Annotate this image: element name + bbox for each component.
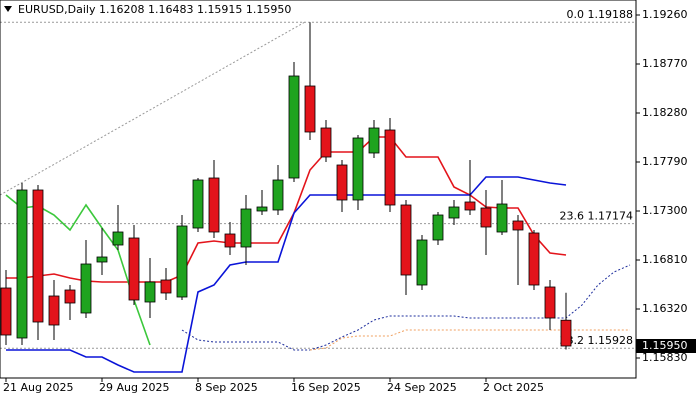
candle-body bbox=[224, 233, 236, 248]
candle-body bbox=[96, 256, 108, 263]
last-price-label: 1.15950 bbox=[642, 339, 688, 352]
candle-body bbox=[368, 127, 380, 154]
plot-area: 0.0 1.19188 23.6 1.17174 38.2 1.15928 bbox=[0, 8, 636, 373]
candle-body bbox=[320, 127, 332, 158]
candle-body bbox=[432, 214, 444, 241]
fib-label: 0.0 1.19188 bbox=[567, 8, 633, 21]
x-tick-label: 29 Aug 2025 bbox=[99, 381, 169, 394]
candle-body bbox=[176, 225, 188, 298]
candle-body bbox=[416, 239, 428, 286]
candle-body bbox=[192, 179, 204, 229]
candle-body bbox=[208, 177, 220, 233]
candle-body bbox=[496, 203, 508, 233]
last-price-box bbox=[636, 339, 696, 353]
menu-triangle bbox=[4, 6, 12, 12]
candle-body bbox=[336, 164, 348, 201]
y-tick-label: 1.17300 bbox=[642, 204, 688, 217]
candle-body bbox=[272, 179, 284, 211]
y-tick-label: 1.16320 bbox=[642, 302, 688, 315]
candle-body bbox=[256, 206, 268, 212]
candle-body bbox=[144, 281, 156, 303]
candle-body bbox=[288, 75, 300, 179]
y-tick-label: 1.16810 bbox=[642, 253, 688, 266]
candle-body bbox=[16, 189, 28, 339]
x-tick-label: 2 Oct 2025 bbox=[483, 381, 544, 394]
x-tick-label: 16 Sep 2025 bbox=[291, 381, 361, 394]
fib-label: 23.6 1.17174 bbox=[560, 210, 633, 223]
candle-body bbox=[240, 208, 252, 248]
y-tick-label: 1.15830 bbox=[642, 351, 688, 364]
candle-body bbox=[560, 319, 572, 347]
candle-body bbox=[64, 289, 76, 304]
candle-body bbox=[160, 279, 172, 294]
y-tick-label: 1.19260 bbox=[642, 8, 688, 21]
plot-frame bbox=[0, 0, 637, 379]
candle-body bbox=[48, 295, 60, 326]
x-tick-label: 21 Aug 2025 bbox=[3, 381, 73, 394]
candle-body bbox=[0, 287, 12, 336]
indicator-line bbox=[6, 136, 567, 283]
candle-body bbox=[32, 189, 44, 323]
y-tick-label: 1.18280 bbox=[642, 106, 688, 119]
fib-label: 38.2 1.15928 bbox=[560, 334, 633, 347]
candle-body bbox=[480, 207, 492, 228]
candle-body bbox=[448, 206, 460, 219]
candle-body bbox=[544, 286, 556, 319]
indicator-line bbox=[5, 194, 151, 346]
chart-title: EURUSD,Daily 1.16208 1.16483 1.15915 1.1… bbox=[18, 3, 291, 16]
candle-body bbox=[384, 129, 396, 206]
y-tick-label: 1.18770 bbox=[642, 57, 688, 70]
fib-trendline bbox=[0, 21, 306, 196]
candle-body bbox=[112, 231, 124, 246]
candle-body bbox=[464, 201, 476, 211]
indicator-line bbox=[6, 176, 567, 373]
candle-body bbox=[128, 237, 140, 301]
candle-body bbox=[80, 263, 92, 314]
candle-body bbox=[352, 137, 364, 201]
y-tick-label: 1.17790 bbox=[642, 155, 688, 168]
x-tick-label: 8 Sep 2025 bbox=[195, 381, 258, 394]
candle-body bbox=[400, 204, 412, 276]
candle-body bbox=[304, 85, 316, 133]
x-tick-label: 24 Sep 2025 bbox=[387, 381, 457, 394]
candle-body bbox=[512, 220, 524, 231]
candle-body bbox=[528, 232, 540, 286]
indicator-line bbox=[309, 329, 630, 351]
